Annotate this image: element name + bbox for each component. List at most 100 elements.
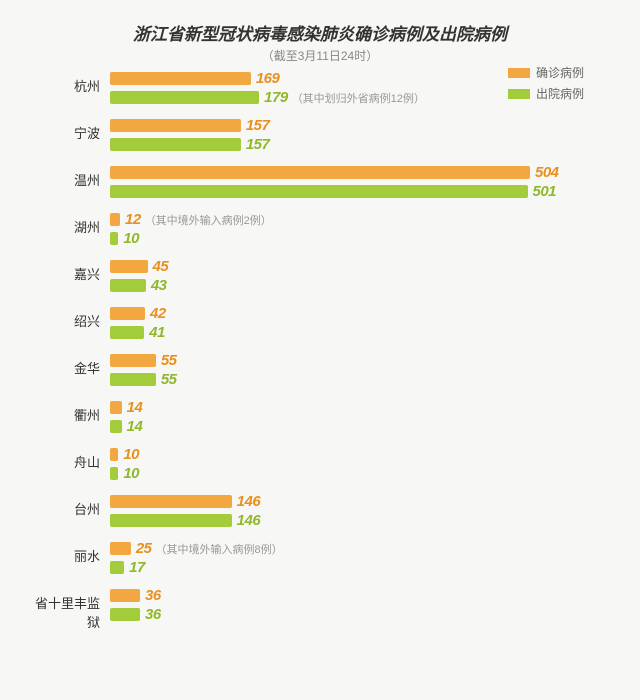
- discharged-bar: [110, 608, 140, 621]
- confirmed-line: 36: [110, 587, 610, 604]
- confirmed-value: 10: [123, 446, 139, 463]
- confirmed-bar: [110, 72, 251, 85]
- confirmed-bar: [110, 448, 118, 461]
- discharged-bar: [110, 279, 146, 292]
- city-row: 舟山1010: [30, 446, 610, 484]
- confirmed-value: 146: [237, 493, 261, 510]
- confirmed-value: 14: [127, 399, 143, 416]
- bar-group: 4241: [110, 305, 610, 343]
- confirmed-bar: [110, 260, 148, 273]
- confirmed-bar: [110, 354, 156, 367]
- discharged-value: 36: [145, 606, 161, 623]
- city-label: 湖州: [30, 211, 110, 236]
- city-row: 金华5555: [30, 352, 610, 390]
- city-label: 台州: [30, 493, 110, 518]
- city-row: 温州504501: [30, 164, 610, 202]
- discharged-line: 10: [110, 465, 610, 482]
- city-label: 杭州: [30, 70, 110, 95]
- bar-group: 25（其中境外输入病例8例） 17: [110, 540, 610, 578]
- chart-rows: 杭州169179（其中划归外省病例12例）宁波157157温州504501湖州1…: [30, 70, 610, 631]
- discharged-line: 10: [110, 230, 610, 247]
- confirmed-line: 10: [110, 446, 610, 463]
- city-label: 温州: [30, 164, 110, 189]
- confirmed-bar: [110, 213, 120, 226]
- discharged-bar: [110, 373, 156, 386]
- confirmed-value: 45: [153, 258, 169, 275]
- bar-group: 504501: [110, 164, 610, 202]
- city-row: 宁波157157: [30, 117, 610, 155]
- confirmed-line: 25（其中境外输入病例8例）: [110, 540, 610, 557]
- discharged-value: 43: [151, 277, 167, 294]
- city-row: 丽水25（其中境外输入病例8例） 17: [30, 540, 610, 578]
- city-row: 杭州 169 179（其中划归外省病例12例）: [30, 70, 610, 108]
- confirmed-line: 14: [110, 399, 610, 416]
- confirmed-line: 42: [110, 305, 610, 322]
- discharged-bar: [110, 561, 124, 574]
- confirmed-line: 45: [110, 258, 610, 275]
- discharged-bar: [110, 185, 528, 198]
- city-label: 衢州: [30, 399, 110, 424]
- bar-group: 4543: [110, 258, 610, 296]
- confirmed-line: 55: [110, 352, 610, 369]
- discharged-value: 14: [127, 418, 143, 435]
- discharged-value: 55: [161, 371, 177, 388]
- bar-group: 5555: [110, 352, 610, 390]
- discharged-line: 41: [110, 324, 610, 341]
- confirmed-bar: [110, 542, 131, 555]
- confirmed-value: 36: [145, 587, 161, 604]
- discharged-bar: [110, 326, 144, 339]
- city-row: 省十里丰监狱 36 36: [30, 587, 610, 631]
- city-row: 绍兴4241: [30, 305, 610, 343]
- discharged-bar: [110, 232, 118, 245]
- discharged-value: 146: [237, 512, 261, 529]
- discharged-bar: [110, 420, 122, 433]
- city-label: 宁波: [30, 117, 110, 142]
- discharged-note: （其中划归外省病例12例）: [292, 90, 425, 106]
- discharged-value: 10: [123, 230, 139, 247]
- discharged-line: 14: [110, 418, 610, 435]
- city-label: 嘉兴: [30, 258, 110, 283]
- confirmed-note: （其中境外输入病例2例）: [145, 212, 272, 228]
- chart-subtitle: （截至3月11日24时）: [30, 47, 610, 64]
- city-label: 金华: [30, 352, 110, 377]
- confirmed-line: 169: [110, 70, 610, 87]
- confirmed-bar: [110, 401, 122, 414]
- discharged-value: 17: [129, 559, 145, 576]
- discharged-bar: [110, 138, 241, 151]
- city-label: 舟山: [30, 446, 110, 471]
- discharged-line: 55: [110, 371, 610, 388]
- bar-group: 1010: [110, 446, 610, 484]
- confirmed-bar: [110, 495, 232, 508]
- city-row: 嘉兴4543: [30, 258, 610, 296]
- discharged-value: 157: [246, 136, 270, 153]
- city-row: 湖州 12（其中境外输入病例2例） 10: [30, 211, 610, 249]
- confirmed-bar: [110, 119, 241, 132]
- discharged-bar: [110, 467, 118, 480]
- confirmed-line: 504: [110, 164, 610, 181]
- city-row: 台州146146: [30, 493, 610, 531]
- discharged-bar: [110, 91, 259, 104]
- confirmed-bar: [110, 307, 145, 320]
- confirmed-value: 55: [161, 352, 177, 369]
- discharged-value: 179: [264, 89, 288, 106]
- city-label: 省十里丰监狱: [30, 587, 110, 631]
- bar-group: 146146: [110, 493, 610, 531]
- discharged-line: 501: [110, 183, 610, 200]
- discharged-line: 43: [110, 277, 610, 294]
- chart-container: 浙江省新型冠状病毒感染肺炎确诊病例及出院病例 （截至3月11日24时） 确诊病例…: [0, 0, 640, 700]
- confirmed-value: 157: [246, 117, 270, 134]
- confirmed-value: 12: [125, 211, 141, 228]
- confirmed-note: （其中境外输入病例8例）: [156, 541, 283, 557]
- confirmed-value: 504: [535, 164, 559, 181]
- discharged-bar: [110, 514, 232, 527]
- confirmed-line: 157: [110, 117, 610, 134]
- city-label: 丽水: [30, 540, 110, 565]
- bar-group: 1414: [110, 399, 610, 437]
- discharged-line: 157: [110, 136, 610, 153]
- chart-title: 浙江省新型冠状病毒感染肺炎确诊病例及出院病例: [30, 20, 610, 45]
- confirmed-value: 169: [256, 70, 280, 87]
- discharged-value: 501: [533, 183, 557, 200]
- confirmed-line: 146: [110, 493, 610, 510]
- discharged-line: 36: [110, 606, 610, 623]
- bar-group: 157157: [110, 117, 610, 155]
